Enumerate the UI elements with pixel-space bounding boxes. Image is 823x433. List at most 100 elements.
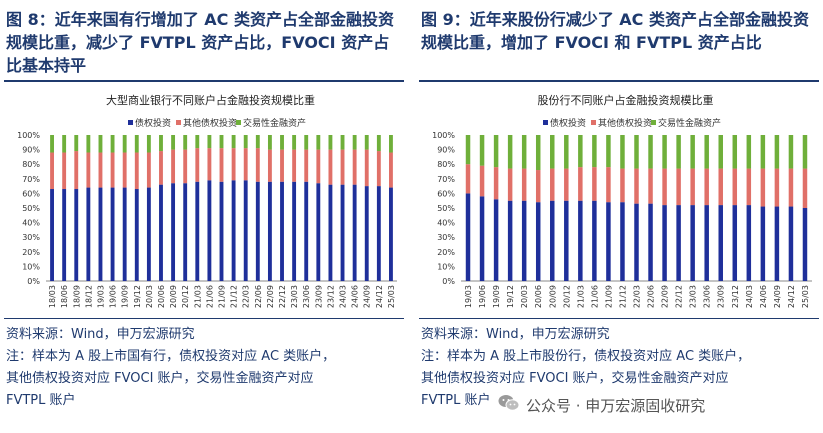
bar-segment [134, 152, 139, 190]
x-tick-label: 24/09 [773, 285, 782, 308]
bar-segment [195, 181, 200, 281]
figure-9-notes: 资料来源：Wind，申万宏源研究 注：样本为 A 股上市股份行，债权投资对应 A… [421, 324, 819, 412]
bottom-divider [4, 318, 404, 319]
bar-segment [146, 152, 151, 188]
bar-segment [606, 202, 611, 281]
x-tick-label: 19/09 [121, 285, 130, 308]
bar-segment [122, 135, 127, 153]
x-tick-label: 19/12 [133, 285, 142, 308]
bar-segment [219, 135, 224, 149]
legend-swatch [176, 120, 181, 125]
bar-segment [292, 181, 297, 281]
bar-segment [340, 184, 345, 281]
figure-9-title-line-2: 规模比重，增加了 FVOCI 和 FVTPL 资产占比 [421, 33, 762, 52]
bar-segment [507, 135, 513, 169]
bar-segment [316, 149, 321, 184]
x-tick-label: 21/03 [193, 285, 202, 308]
bar-segment [465, 135, 471, 165]
bar-segment [592, 200, 597, 281]
x-tick-label: 25/03 [801, 285, 810, 308]
bar-segment [479, 135, 485, 166]
y-tick-label: 20% [22, 248, 40, 257]
bar-segment [352, 184, 357, 281]
bar-segment [634, 135, 639, 169]
bar-segment [110, 135, 115, 153]
bar-segment [578, 167, 583, 201]
bar-segment [676, 205, 681, 281]
y-tick-label: 0% [27, 277, 40, 286]
y-tick-label: 30% [437, 233, 455, 242]
x-tick-label: 23/03 [290, 285, 299, 308]
note-line-2: 其他债权投资对应 FVOCI 账户，交易性金融资产对应 [421, 371, 729, 386]
bar-segment [521, 200, 527, 281]
bar-segment [352, 135, 357, 150]
bar-segment [389, 135, 393, 153]
bar-segment [134, 189, 139, 281]
bar-segment [74, 189, 79, 281]
bar-segment [578, 135, 583, 168]
legend-swatch [651, 120, 656, 125]
bar-segment [292, 135, 297, 150]
bar-segment [690, 168, 695, 206]
bar-segment [110, 152, 115, 188]
bar-segment [592, 135, 597, 168]
bar-segment [746, 135, 752, 169]
bar-segment [62, 152, 67, 190]
bar-segment [171, 135, 176, 150]
note-line-1: 注：样本为 A 股上市国有行，债权投资对应 AC 类账户， [6, 349, 336, 364]
bar-segment [328, 184, 333, 281]
bar-segment [74, 135, 79, 152]
bar-segment [493, 199, 499, 281]
x-tick-label: 21/03 [576, 285, 585, 308]
figure-8-title-line-1: 图 8：近年来国有行增加了 AC 类资产占全部金融投资 [6, 10, 394, 29]
bar-segment [774, 206, 780, 281]
x-tick-label: 23/06 [703, 285, 712, 308]
x-tick-label: 19/06 [109, 285, 118, 308]
x-tick-label: 21/12 [618, 285, 627, 308]
y-tick-label: 70% [437, 175, 455, 184]
bar-segment [183, 149, 188, 184]
bar-segment [732, 205, 738, 281]
bar-segment [662, 168, 667, 206]
bar-segment [255, 148, 260, 182]
bar-segment [231, 148, 236, 181]
bar-segment [50, 135, 54, 153]
x-tick-label: 19/06 [478, 285, 487, 308]
bar-segment [231, 180, 236, 281]
bar-segment [564, 200, 569, 281]
source-line: 资料来源：Wind，申万宏源研究 [6, 327, 195, 342]
bar-segment [159, 151, 163, 185]
x-tick-label: 20/09 [169, 285, 178, 308]
y-tick-label: 80% [22, 160, 40, 169]
bar-segment [304, 135, 309, 150]
x-tick-label: 20/03 [520, 285, 529, 308]
bar-segment [690, 205, 695, 281]
bar-segment [267, 181, 272, 281]
bar-segment [146, 187, 151, 281]
bar-segment [328, 149, 333, 185]
bar-segment [648, 168, 653, 204]
bar-segment [159, 135, 163, 152]
bar-segment [535, 202, 541, 281]
x-tick-label: 20/12 [181, 285, 190, 308]
bar-segment [550, 200, 555, 281]
bar-segment [110, 187, 115, 281]
x-tick-label: 22/12 [278, 285, 287, 308]
bar-segment [328, 135, 333, 150]
chart-title: 股份行不同账户占金融投资规模比重 [538, 93, 714, 107]
bar-segment [376, 186, 381, 281]
bar-segment [389, 187, 393, 281]
bar-segment [788, 206, 794, 281]
x-tick-label: 21/06 [205, 285, 214, 308]
bar-segment [316, 135, 321, 150]
legend-swatch [128, 120, 133, 125]
bar-segment [62, 189, 67, 281]
bar-segment [760, 206, 766, 281]
bar-segment [592, 167, 597, 201]
bar-segment [195, 148, 200, 182]
x-tick-label: 23/03 [689, 285, 698, 308]
bar-segment [774, 135, 780, 169]
bar-segment [493, 135, 499, 168]
bar-segment [122, 187, 127, 281]
